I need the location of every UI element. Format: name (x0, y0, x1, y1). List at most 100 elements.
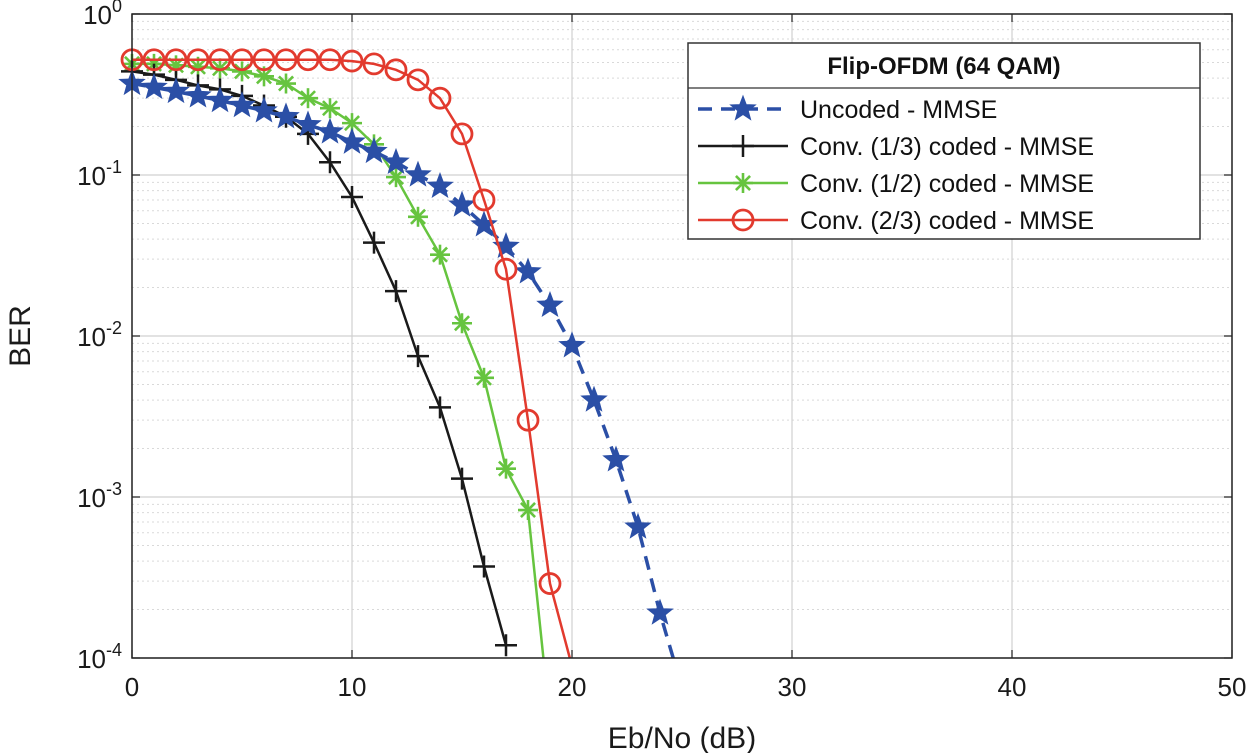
data-point-asterisk (254, 66, 274, 87)
data-point-plus (385, 280, 407, 303)
y-axis-label: BER (4, 305, 37, 367)
data-point-plus (473, 555, 495, 578)
y-tick-label: 100 (83, 0, 122, 30)
data-point-asterisk (518, 500, 538, 521)
data-point-asterisk (733, 173, 753, 193)
data-point-circle (208, 48, 232, 72)
legend-label: Uncoded - MMSE (800, 96, 997, 124)
y-tick-label: 10-2 (77, 318, 122, 352)
data-point-star (580, 385, 608, 412)
data-point-circle (406, 68, 430, 92)
asterisk-arm (432, 246, 448, 263)
data-point-star (316, 117, 344, 144)
data-point-asterisk (474, 367, 494, 388)
data-point-asterisk (276, 73, 296, 94)
asterisk-arm (388, 169, 404, 186)
data-point-plus (341, 186, 363, 209)
data-point-star (729, 94, 757, 121)
legend-box (687, 42, 1201, 240)
asterisk-arm (476, 369, 492, 386)
data-point-asterisk (320, 98, 340, 119)
data-point-plus (732, 135, 754, 157)
data-point-circle (428, 86, 452, 110)
asterisk-arm (454, 315, 470, 332)
data-point-star (360, 137, 388, 164)
data-point-asterisk (452, 313, 472, 334)
data-point-star (140, 72, 168, 100)
asterisk-arm (300, 90, 316, 107)
data-point-star (426, 171, 454, 199)
data-point-star (338, 127, 366, 154)
data-point-asterisk (408, 206, 428, 227)
data-point-circle (538, 572, 562, 595)
data-point-circle (274, 48, 298, 72)
asterisk-arm (212, 60, 228, 77)
data-point-plus (429, 396, 451, 419)
legend: Flip-OFDM (64 QAM) Uncoded - MMSE Conv. (… (687, 42, 1201, 240)
data-point-circle (164, 48, 188, 72)
data-point-plus (407, 345, 429, 368)
data-point-star (514, 257, 542, 284)
x-tick-label: 20 (558, 672, 587, 702)
legend-item: Conv. (1/3) coded - MMSE (698, 133, 1094, 161)
series-layer (118, 48, 675, 659)
asterisk-arm (520, 502, 536, 519)
data-point-star (404, 160, 432, 187)
y-tick-label: 10-3 (77, 479, 122, 513)
x-tick-label: 0 (125, 672, 139, 702)
x-axis-label: Eb/No (dB) (608, 722, 756, 753)
data-point-asterisk (298, 88, 318, 109)
data-point-circle (731, 208, 755, 232)
data-point-plus (451, 467, 473, 490)
data-point-asterisk (232, 61, 252, 82)
series-line (132, 58, 572, 659)
x-tick-label: 30 (778, 672, 807, 702)
x-tick-label: 50 (1218, 672, 1247, 702)
data-point-circle (362, 52, 386, 76)
legend-label: Conv. (1/2) coded - MMSE (800, 170, 1094, 198)
legend-label: Conv. (1/3) coded - MMSE (800, 133, 1094, 161)
data-point-circle (142, 48, 166, 72)
data-point-asterisk (496, 458, 516, 479)
legend-label: Conv. (2/3) coded - MMSE (800, 207, 1094, 235)
data-point-circle (472, 188, 496, 212)
data-point-star (294, 110, 322, 137)
x-tick-label: 10 (338, 672, 367, 702)
legend-title: Flip-OFDM (64 QAM) (827, 53, 1060, 80)
y-tick-label: 10-1 (77, 157, 122, 191)
data-point-star (228, 91, 256, 118)
legend-item: Conv. (2/3) coded - MMSE (698, 207, 1094, 235)
asterisk-arm (256, 68, 272, 85)
asterisk-arm (735, 175, 751, 191)
asterisk-arm (278, 75, 294, 92)
series-0 (118, 69, 675, 659)
data-point-plus (363, 231, 385, 254)
legend-item: Conv. (1/2) coded - MMSE (698, 170, 1094, 198)
data-point-star (250, 96, 278, 123)
data-point-circle (252, 48, 276, 72)
asterisk-arm (190, 58, 206, 75)
legend-items: Uncoded - MMSE Conv. (1/3) coded - MMSE Co… (698, 94, 1094, 235)
asterisk-arm (234, 63, 250, 80)
data-point-circle (494, 257, 518, 281)
x-axis-ticks: 0 10 20 30 40 50 (125, 14, 1247, 702)
legend-item: Uncoded - MMSE (698, 94, 997, 124)
data-point-circle (516, 408, 540, 432)
asterisk-arm (498, 460, 514, 477)
y-axis-ticks: 100 10-1 10-2 10-3 10-4 (77, 0, 1232, 674)
data-point-star (558, 331, 586, 358)
data-point-star (602, 445, 630, 472)
data-point-star (382, 147, 410, 174)
data-point-circle (450, 122, 474, 146)
data-point-circle (186, 48, 210, 72)
data-point-star (272, 102, 300, 129)
y-tick-label: 10-4 (77, 640, 122, 674)
data-point-circle (340, 49, 364, 73)
asterisk-arm (344, 115, 360, 132)
x-tick-label: 40 (998, 672, 1027, 702)
series-3 (120, 48, 572, 659)
data-point-star (162, 77, 190, 104)
data-point-asterisk (386, 167, 406, 188)
asterisk-arm (322, 100, 338, 117)
